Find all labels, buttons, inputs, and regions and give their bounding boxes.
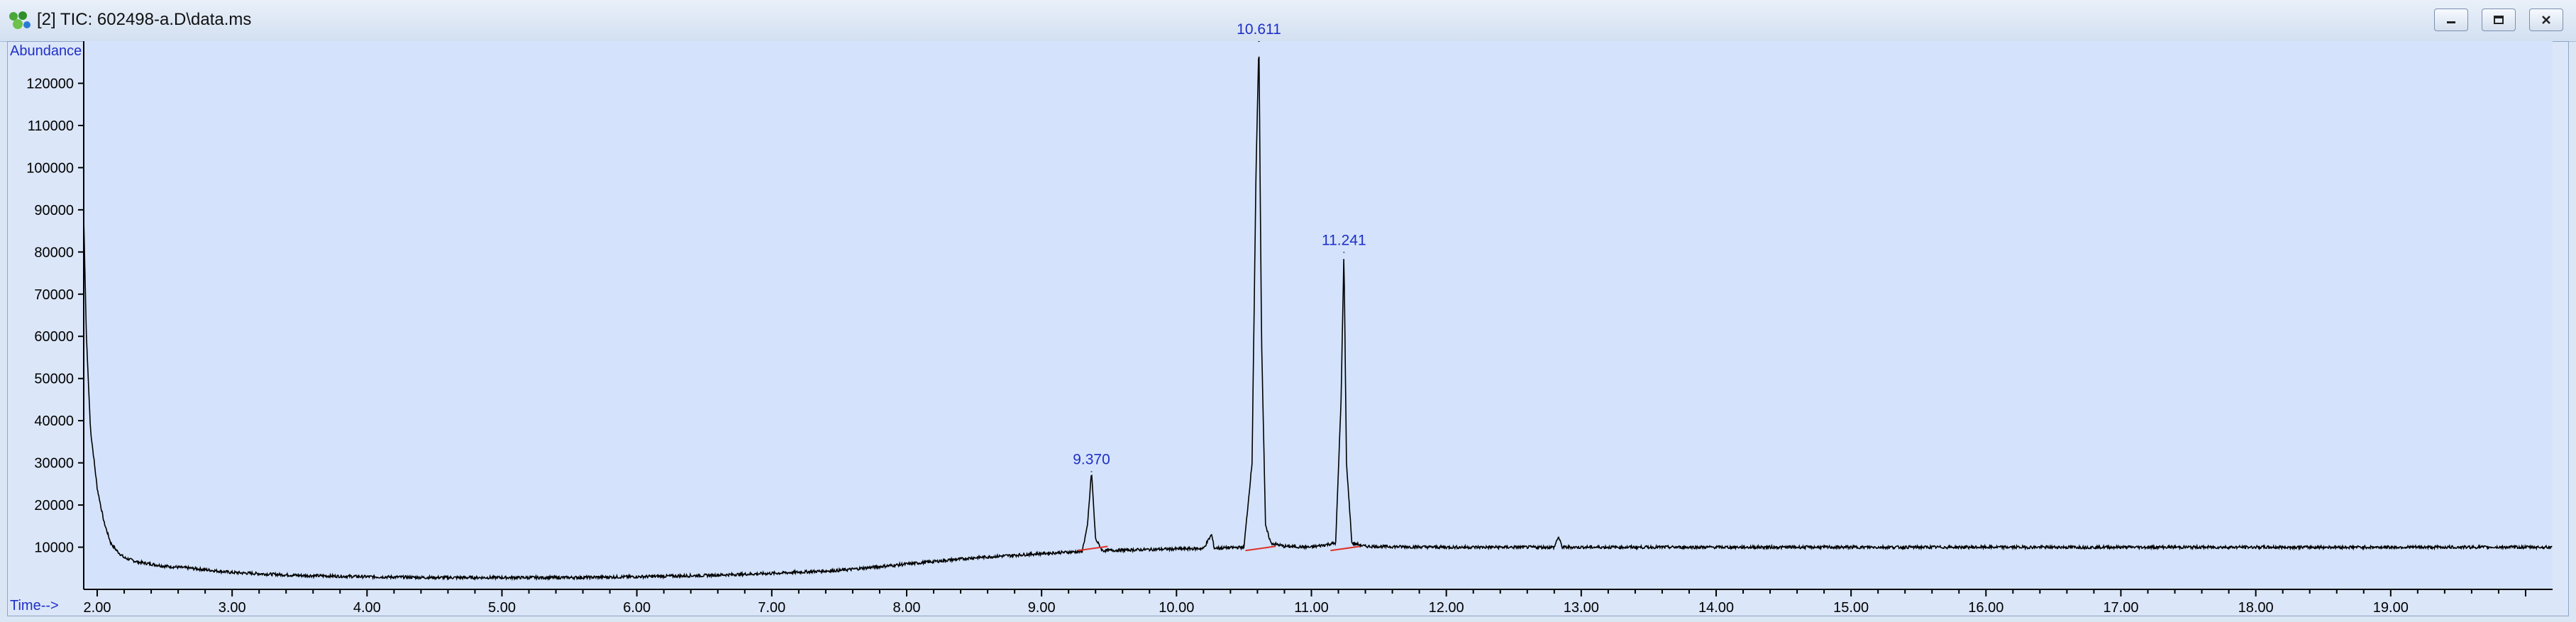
y-axis-label: Abundance xyxy=(10,43,82,59)
peak-baseline-marker xyxy=(1330,545,1361,552)
x-tick-label: 4.00 xyxy=(353,600,381,616)
x-axis-ticks: 2.00 3.00 4.00 5.00 6.00 7.00 8.00 9.00 10.00 11.… xyxy=(84,589,2526,616)
x-tick-label: 5.00 xyxy=(488,600,516,616)
x-tick-label: 18.00 xyxy=(2238,600,2274,616)
y-tick-label: 70000 xyxy=(34,287,74,303)
minimize-button[interactable] xyxy=(2434,9,2468,31)
x-axis-label: Time--> xyxy=(10,598,59,613)
x-tick-label: 13.00 xyxy=(1564,600,1599,616)
peak-label[interactable]: 9.370 xyxy=(1073,452,1110,468)
minimize-icon xyxy=(2447,21,2455,23)
close-button[interactable] xyxy=(2529,9,2563,31)
chromatogram-app-icon xyxy=(9,11,31,29)
tic-trace-line xyxy=(83,56,2553,582)
x-tick-label: 2.00 xyxy=(84,600,111,616)
close-icon xyxy=(2542,16,2550,24)
x-tick-label: 12.00 xyxy=(1429,600,1464,616)
y-tick-label: 120000 xyxy=(26,76,74,91)
x-tick-label: 7.00 xyxy=(758,600,785,616)
x-tick-label: 6.00 xyxy=(623,600,651,616)
y-tick-label: 60000 xyxy=(34,329,74,345)
y-tick-label: 90000 xyxy=(34,203,74,218)
peak-label[interactable]: 10.611 xyxy=(1237,21,1281,38)
x-tick-label: 16.00 xyxy=(1968,600,2003,616)
peak-baseline-marker xyxy=(1245,545,1276,552)
x-tick-label: 3.00 xyxy=(219,600,246,616)
y-tick-label: 10000 xyxy=(34,540,74,556)
y-tick-label: 110000 xyxy=(28,118,74,134)
x-tick-label: 17.00 xyxy=(2103,600,2138,616)
x-tick-label: 10.00 xyxy=(1159,600,1194,616)
peak-baseline-marker xyxy=(1078,545,1108,552)
trace-group xyxy=(83,56,2553,582)
title-bar[interactable]: [2] TIC: 602498-a.D\data.ms xyxy=(0,0,2576,42)
x-tick-label: 19.00 xyxy=(2373,600,2409,616)
y-tick-label: 20000 xyxy=(34,498,74,513)
x-tick-label: 9.00 xyxy=(1028,600,1056,616)
x-tick-label: 14.00 xyxy=(1698,600,1734,616)
peak-labels: 9.370 10.611 11.241 xyxy=(1073,21,1366,552)
x-tick-label: 11.00 xyxy=(1294,600,1329,616)
y-tick-label: 30000 xyxy=(34,456,74,472)
x-tick-label: 8.00 xyxy=(893,600,921,616)
restore-icon xyxy=(2494,16,2504,24)
y-tick-label: 40000 xyxy=(34,413,74,429)
y-axis-ticks: 10000 20000 30000 40000 50000 60000 70000 80000… xyxy=(26,76,84,556)
restore-button[interactable] xyxy=(2482,9,2516,31)
y-tick-label: 80000 xyxy=(34,245,74,260)
y-tick-label: 100000 xyxy=(26,160,74,176)
y-tick-label: 50000 xyxy=(34,372,74,387)
x-tick-label: 15.00 xyxy=(1833,600,1869,616)
plot-area[interactable] xyxy=(84,41,2553,589)
window-title: [2] TIC: 602498-a.D\data.ms xyxy=(37,10,252,29)
peak-label[interactable]: 11.241 xyxy=(1322,232,1366,248)
